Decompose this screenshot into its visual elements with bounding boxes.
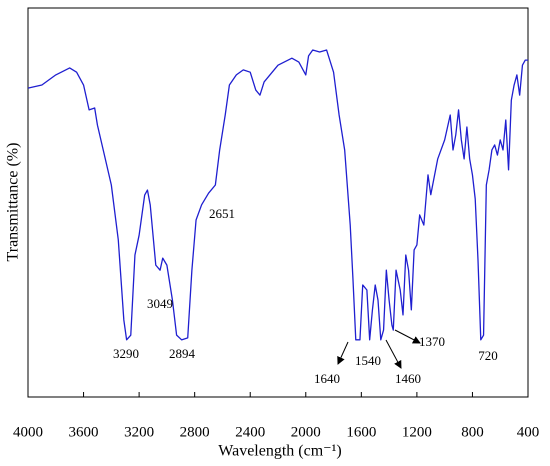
- spectrum-line: [27, 49, 528, 341]
- peak-label: 3049: [147, 296, 173, 311]
- peak-label: 3290: [113, 346, 139, 361]
- x-tick-label: 4000: [13, 424, 43, 440]
- plot-frame: [27, 7, 529, 398]
- x-tick-label: 3200: [124, 424, 154, 440]
- arrow: [385, 339, 402, 369]
- peak-label: 1370: [419, 334, 445, 349]
- peak-label: 1460: [395, 371, 421, 386]
- peak-label: 1540: [355, 353, 381, 368]
- x-tick-label: 1200: [402, 424, 432, 440]
- y-axis-label: Transmittance (%): [5, 143, 22, 262]
- x-axis-label: Wavelength (cm⁻¹): [218, 443, 341, 460]
- arrow: [337, 341, 349, 365]
- x-tick-label: 800: [461, 424, 484, 440]
- peak-label: 720: [478, 348, 498, 363]
- x-tick-label: 400: [517, 424, 540, 440]
- x-tick-label: 1600: [346, 424, 376, 440]
- peak-label: 2894: [169, 346, 196, 361]
- x-tick-label: 2400: [235, 424, 265, 440]
- x-tick-label: 2800: [180, 424, 210, 440]
- x-tick-label: 2000: [291, 424, 321, 440]
- peak-label: 2651: [209, 206, 235, 221]
- arrow: [394, 329, 421, 344]
- peak-label: 1640: [314, 371, 340, 386]
- x-tick-label: 3600: [69, 424, 99, 440]
